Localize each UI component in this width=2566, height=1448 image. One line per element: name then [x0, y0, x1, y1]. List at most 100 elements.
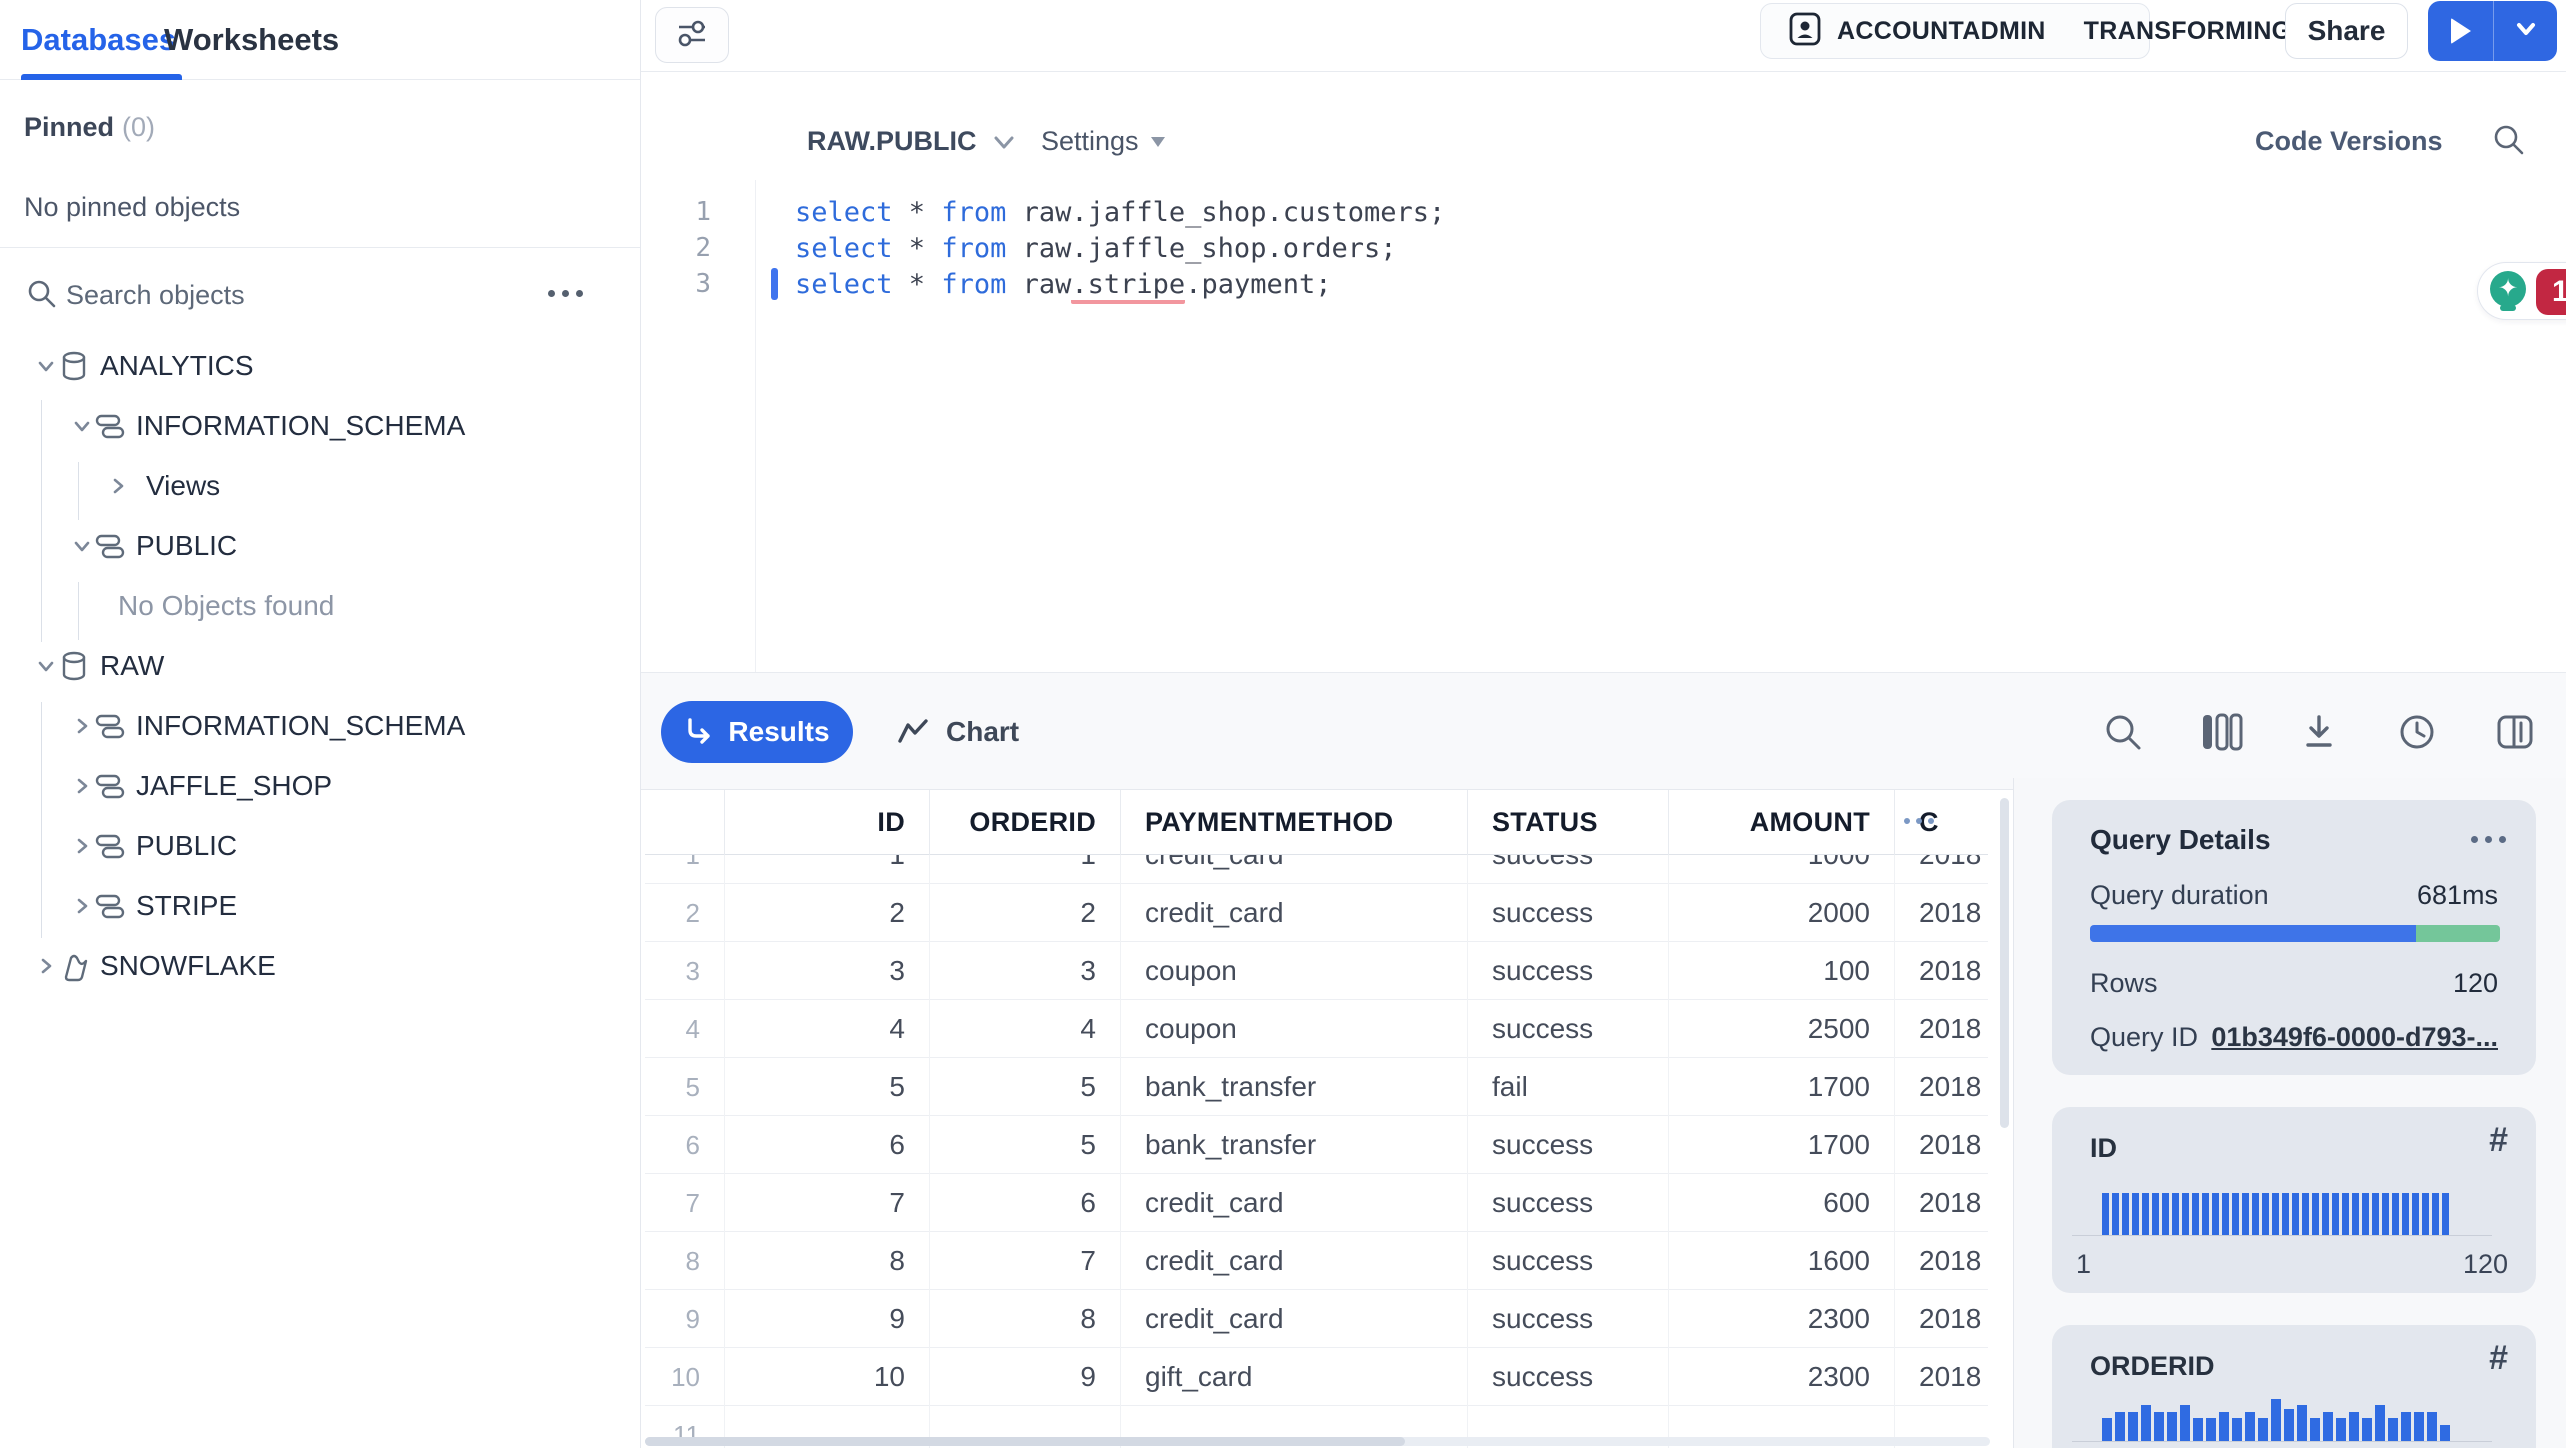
download-button[interactable] [2296, 709, 2342, 755]
code-area[interactable]: 1 select * from raw.jaffle_shop.customers… [641, 194, 2566, 304]
table-row[interactable]: 3 3 3 coupon success 100 2018 [645, 942, 1988, 1000]
tree-expander-icon[interactable] [70, 534, 94, 558]
schema-icon [94, 830, 126, 862]
histogram-bar [2282, 1193, 2289, 1235]
tree-item-information-schema[interactable]: INFORMATION_SCHEMA [0, 696, 641, 756]
sql-editor[interactable]: RAW.PUBLIC Settings Code Versions 1 selec… [641, 72, 2566, 720]
table-row[interactable]: 5 5 5 bank_transfer fail 1700 2018 [645, 1058, 1988, 1116]
tree-expander-icon[interactable] [70, 414, 94, 438]
query-id-row: Query ID 01b349f6-0000-d793-... [2090, 1022, 2498, 1053]
table-row[interactable]: 9 9 8 credit_card success 2300 2018 [645, 1290, 1988, 1348]
tab-results[interactable]: Results [661, 701, 853, 763]
horizontal-scrollbar[interactable] [645, 1437, 1990, 1446]
tree-expander-icon[interactable] [34, 654, 58, 678]
split-panel-button[interactable] [2492, 709, 2538, 755]
tree-expander-icon[interactable] [106, 474, 130, 498]
database-schema-selector[interactable]: RAW.PUBLIC [807, 126, 1017, 157]
worksheet-config-button[interactable] [655, 7, 729, 63]
code-text: select * from raw.jaffle_shop.orders; [795, 232, 1397, 264]
tree-expander-icon[interactable] [70, 834, 94, 858]
column-header-paymentmethod[interactable]: PAYMENTMETHOD [1121, 790, 1468, 855]
hidden-columns-indicator[interactable] [1904, 818, 1934, 824]
query-id-link[interactable]: 01b349f6-0000-d793-... [2211, 1022, 2498, 1052]
code-line-2[interactable]: 2 select * from raw.jaffle_shop.orders; [641, 230, 2566, 266]
line-number: 1 [695, 197, 711, 227]
table-cell: success [1468, 1116, 1669, 1174]
share-button[interactable]: Share [2285, 3, 2408, 59]
table-row[interactable]: 10 10 9 gift_card success 2300 2018 [645, 1348, 1988, 1406]
table-row[interactable]: 7 7 6 credit_card success 600 2018 [645, 1174, 1988, 1232]
tree-expander-icon[interactable] [70, 894, 94, 918]
tree-item-snowflake[interactable]: SNOWFLAKE [0, 936, 641, 996]
histogram-bar [2272, 1193, 2279, 1235]
column-header-id[interactable]: ID [725, 790, 930, 855]
table-row[interactable]: 2 2 2 credit_card success 2000 2018 [645, 884, 1988, 942]
code-line-3[interactable]: 3 select * from raw.stripe.payment; [641, 266, 2566, 304]
code-line-1[interactable]: 1 select * from raw.jaffle_shop.customers… [641, 194, 2566, 230]
vertical-scrollbar[interactable] [2000, 798, 2009, 1438]
search-input[interactable]: Search objects [66, 280, 245, 310]
role-badge-icon [1787, 11, 1823, 52]
table-cell [725, 1406, 930, 1448]
histogram-bar [2262, 1193, 2269, 1235]
role-warehouse-selector[interactable]: ACCOUNTADMIN TRANSFORMING [1760, 3, 2291, 59]
table-cell: coupon [1121, 942, 1468, 1000]
history-button[interactable] [2394, 709, 2440, 755]
histogram-bar [2440, 1425, 2450, 1441]
columns-button[interactable] [2198, 709, 2244, 755]
tree-expander-icon[interactable] [34, 354, 58, 378]
database-icon [58, 350, 90, 382]
settings-menu[interactable]: Settings [1041, 126, 1165, 157]
search-options-button[interactable] [548, 290, 583, 297]
run-button[interactable] [2428, 1, 2494, 61]
table-cell: 3 [930, 942, 1121, 1000]
tab-chart[interactable]: Chart [896, 701, 1019, 763]
tree-item-label: Views [146, 470, 221, 501]
table-row[interactable]: 8 8 7 credit_card success 1600 2018 [645, 1232, 1988, 1290]
histogram-bar [2180, 1405, 2190, 1441]
copilot-notification-pill[interactable]: ✦ 1 [2477, 262, 2566, 320]
column-header-rownum[interactable] [645, 790, 725, 855]
tab-databases[interactable]: Databases [21, 0, 183, 80]
histogram-bar [2432, 1193, 2439, 1235]
histogram-bar [2112, 1193, 2119, 1235]
results-table[interactable]: IDORDERIDPAYMENTMETHODSTATUSAMOUNTC 111c… [645, 790, 1988, 1448]
tree-item-information-schema[interactable]: INFORMATION_SCHEMA [0, 396, 641, 456]
column-header-amount[interactable]: AMOUNT [1669, 790, 1895, 855]
tree-item-analytics[interactable]: ANALYTICS [0, 336, 641, 396]
table-cell: 7 [930, 1232, 1121, 1290]
table-header: IDORDERIDPAYMENTMETHODSTATUSAMOUNTC [645, 790, 1988, 855]
tree-item-raw[interactable]: RAW [0, 636, 641, 696]
tree-item-stripe[interactable]: STRIPE [0, 876, 641, 936]
object-search[interactable]: Search objects [0, 268, 641, 324]
hash-icon[interactable]: # [2489, 1339, 2508, 1377]
histogram-bar [2375, 1405, 2385, 1441]
histogram-axis [2072, 1441, 2492, 1442]
tree-item-public[interactable]: PUBLIC [0, 816, 641, 876]
results-search-button[interactable] [2100, 709, 2146, 755]
table-cell: 2300 [1669, 1348, 1895, 1406]
tree-expander-icon[interactable] [70, 774, 94, 798]
table-cell: 2300 [1669, 1290, 1895, 1348]
column-header-orderid[interactable]: ORDERID [930, 790, 1121, 855]
tree-item-public[interactable]: PUBLIC [0, 516, 641, 576]
tree-item-label: INFORMATION_SCHEMA [136, 710, 466, 741]
tree-expander-icon[interactable] [34, 954, 58, 978]
run-options-button[interactable] [2494, 1, 2557, 61]
tree-guide-line [41, 702, 42, 938]
tree-expander-icon[interactable] [70, 714, 94, 738]
histogram-bar [2323, 1412, 2333, 1441]
table-row[interactable]: 6 6 5 bank_transfer success 1700 2018 [645, 1116, 1988, 1174]
hash-icon[interactable]: # [2489, 1121, 2508, 1159]
table-cell: 2018 [1919, 1361, 1982, 1392]
query-duration-row: Query duration 681ms [2090, 880, 2498, 911]
role-label: ACCOUNTADMIN [1837, 16, 2046, 45]
column-header-status[interactable]: STATUS [1468, 790, 1669, 855]
tree-item-views[interactable]: Views [0, 456, 641, 516]
tree-item-jaffle-shop[interactable]: JAFFLE_SHOP [0, 756, 641, 816]
tab-worksheets[interactable]: Worksheets [164, 22, 340, 57]
code-versions-button[interactable]: Code Versions [2255, 126, 2443, 156]
editor-search-button[interactable] [2491, 122, 2527, 163]
query-details-menu-button[interactable] [2471, 836, 2506, 843]
table-row[interactable]: 4 4 4 coupon success 2500 2018 [645, 1000, 1988, 1058]
